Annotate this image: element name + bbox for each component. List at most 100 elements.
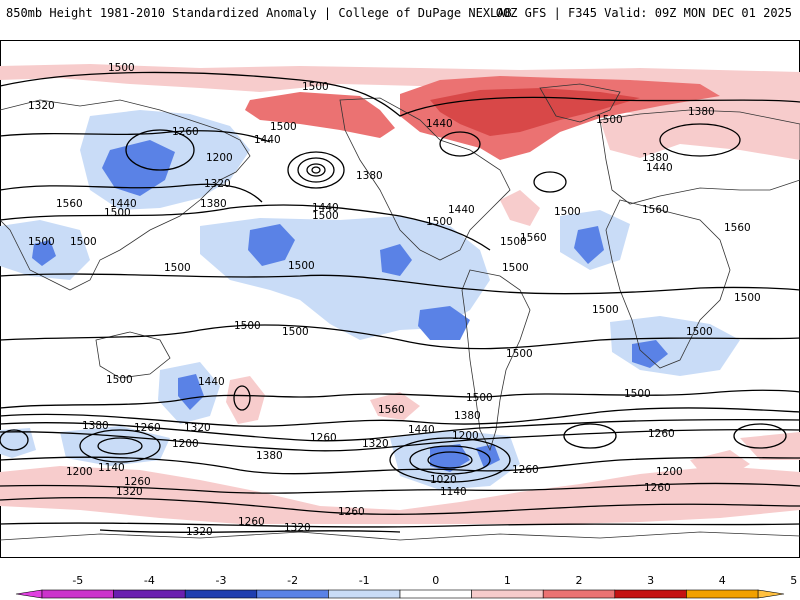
colorbar-tick-label: 5 xyxy=(790,574,797,587)
contour-label: 1200 xyxy=(452,430,479,442)
contour-label: 1380 xyxy=(82,420,109,432)
shade-pos-sa xyxy=(226,376,265,424)
contour-label: 1500 xyxy=(106,374,133,386)
contour-label: 1500 xyxy=(734,292,761,304)
anomaly-shading xyxy=(0,64,800,524)
map-panel: 1500 1500 1500 1500 1500 1500 1500 1500 … xyxy=(0,40,800,558)
contour-label: 1380 xyxy=(200,198,227,210)
colorbar-bin xyxy=(256,589,329,599)
contour-label: 1320 xyxy=(204,178,231,190)
coast-na xyxy=(339,97,511,261)
coast-greenland xyxy=(539,83,621,123)
colorbar-bin xyxy=(542,589,616,599)
height-contours xyxy=(0,71,800,533)
contour-label: 1200 xyxy=(206,152,233,164)
contour-label: 1260 xyxy=(134,422,161,434)
colorbar-bin xyxy=(41,589,114,599)
coast-sa xyxy=(461,269,531,452)
contour-label: 1500 xyxy=(466,392,493,404)
colorbar-low-extend xyxy=(15,589,43,599)
contour-label: 1500 xyxy=(282,326,309,338)
contour-label: 1380 xyxy=(688,106,715,118)
contour-label: 1500 xyxy=(686,326,713,338)
contour-label: 1560 xyxy=(56,198,83,210)
shade-neg-sopac2 xyxy=(178,374,204,410)
shade-pos-atlantic xyxy=(500,190,540,226)
colorbar-tick-label: -5 xyxy=(72,574,83,587)
contour-label: 1440 xyxy=(110,198,137,210)
coastlines xyxy=(0,83,800,541)
contour-label: 1260 xyxy=(338,506,365,518)
contour-label: 1260 xyxy=(238,516,265,528)
shade-neg-atl2 xyxy=(574,226,604,264)
contour-label: 1200 xyxy=(172,438,199,450)
contour-label: 1020 xyxy=(430,474,457,486)
contour-label: 1380 xyxy=(454,410,481,422)
map-title: 850mb Height 1981-2010 Standardized Anom… xyxy=(6,6,512,20)
contour-label: 1500 xyxy=(234,320,261,332)
contour-label: 1320 xyxy=(116,486,143,498)
contour-label: 1260 xyxy=(512,464,539,476)
colorbar-bin xyxy=(184,589,258,599)
contour-label: 1500 xyxy=(164,262,191,274)
contour-label: 1260 xyxy=(124,476,151,488)
contour-label: 1260 xyxy=(172,126,199,138)
shade-pos-south1 xyxy=(0,466,800,524)
contour-label: 1260 xyxy=(644,482,671,494)
contour-label: 1500 xyxy=(592,304,619,316)
colorbar-tick-label: -3 xyxy=(216,574,227,587)
colorbar-bin xyxy=(614,589,687,599)
contour-label: 1320 xyxy=(362,438,389,450)
contour-labels: 1500 1500 1500 1500 1500 1500 1500 1500 … xyxy=(28,62,761,538)
contour-label: 1380 xyxy=(256,450,283,462)
shade-pos-north-strong xyxy=(245,92,395,138)
contour-label: 1500 xyxy=(302,81,329,93)
contour-label: 1560 xyxy=(378,404,405,416)
coast-asia xyxy=(0,99,251,291)
contour-label: 1500 xyxy=(108,62,135,74)
coast-antarctica xyxy=(0,531,800,541)
shade-pos-euro xyxy=(600,108,800,160)
contour-label: 1320 xyxy=(186,526,213,538)
contour-label: 1200 xyxy=(66,466,93,478)
contour-label: 1500 xyxy=(500,236,527,248)
anomaly-colorbar: -5 -4 -3 -2 -1 0 1 2 3 4 5 xyxy=(15,574,797,599)
contour-label: 1500 xyxy=(554,206,581,218)
contour-label: 1500 xyxy=(104,207,131,219)
contour-label: 1500 xyxy=(270,121,297,133)
colorbar-tick-label: 2 xyxy=(576,574,583,587)
shade-neg-west2 xyxy=(32,240,56,266)
contour-label: 1380 xyxy=(642,152,669,164)
contour-label: 1500 xyxy=(506,348,533,360)
colorbar-tick-label: 0 xyxy=(432,574,439,587)
shade-neg-pac2 xyxy=(248,224,295,266)
colorbar-tick-label: -4 xyxy=(144,574,155,587)
contour-label: 1320 xyxy=(284,522,311,534)
contour-label: 1500 xyxy=(596,114,623,126)
shade-pos-ind xyxy=(690,450,750,476)
colorbar-tick-label: 1 xyxy=(504,574,511,587)
contour-label: 1200 xyxy=(656,466,683,478)
contour-label: 1500 xyxy=(28,236,55,248)
colorbar-tick-label: 3 xyxy=(647,574,654,587)
colorbar-bin xyxy=(686,589,759,599)
coast-africa xyxy=(605,199,731,369)
shade-neg-epac2 xyxy=(418,306,470,340)
colorbar-tick-label: -1 xyxy=(359,574,370,587)
contour-label: 1440 xyxy=(408,424,435,436)
contour-label: 1260 xyxy=(648,428,675,440)
contour-label: 1440 xyxy=(254,134,281,146)
contour-label: 1560 xyxy=(642,204,669,216)
colorbar-bin xyxy=(328,589,401,599)
colorbar-tick-label: 4 xyxy=(719,574,726,587)
contour-label: 1380 xyxy=(356,170,383,182)
colorbar-bin xyxy=(113,589,186,599)
contour-label: 1500 xyxy=(70,236,97,248)
shade-neg-so2b xyxy=(430,444,470,472)
contour-label: 1500 xyxy=(502,262,529,274)
contour-label: 1500 xyxy=(288,260,315,272)
contour-label: 1500 xyxy=(426,216,453,228)
contour-label: 1440 xyxy=(646,162,673,174)
run-info: 00Z GFS | F345 Valid: 09Z MON DEC 01 202… xyxy=(495,6,792,20)
shade-neg-epac xyxy=(380,244,412,276)
